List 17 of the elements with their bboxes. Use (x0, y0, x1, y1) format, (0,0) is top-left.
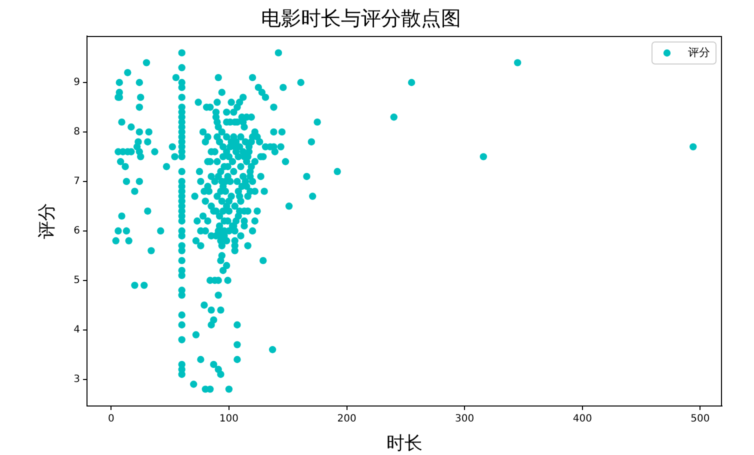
y-tick-label: 6 (74, 225, 80, 236)
y-axis-title: 评分 (36, 203, 58, 239)
x-axis-title: 时长 (386, 432, 422, 454)
y-tick-label: 5 (74, 274, 80, 286)
x-tick-label: 0 (108, 414, 114, 425)
x-tick-label: 200 (337, 414, 356, 425)
y-tick-label: 3 (74, 374, 80, 385)
x-tick-label: 500 (690, 414, 710, 425)
chart-title: 电影时长与评分散点图 (261, 6, 461, 30)
x-tick-label: 100 (219, 414, 239, 425)
y-tick-label: 4 (74, 324, 80, 336)
y-tick-label: 7 (74, 176, 80, 188)
y-tick-label: 8 (74, 126, 80, 138)
x-tick-label: 300 (455, 414, 474, 425)
y-tick-label: 9 (74, 77, 80, 88)
x-tick-label: 400 (572, 414, 592, 425)
legend-label: 评分 (688, 46, 710, 59)
